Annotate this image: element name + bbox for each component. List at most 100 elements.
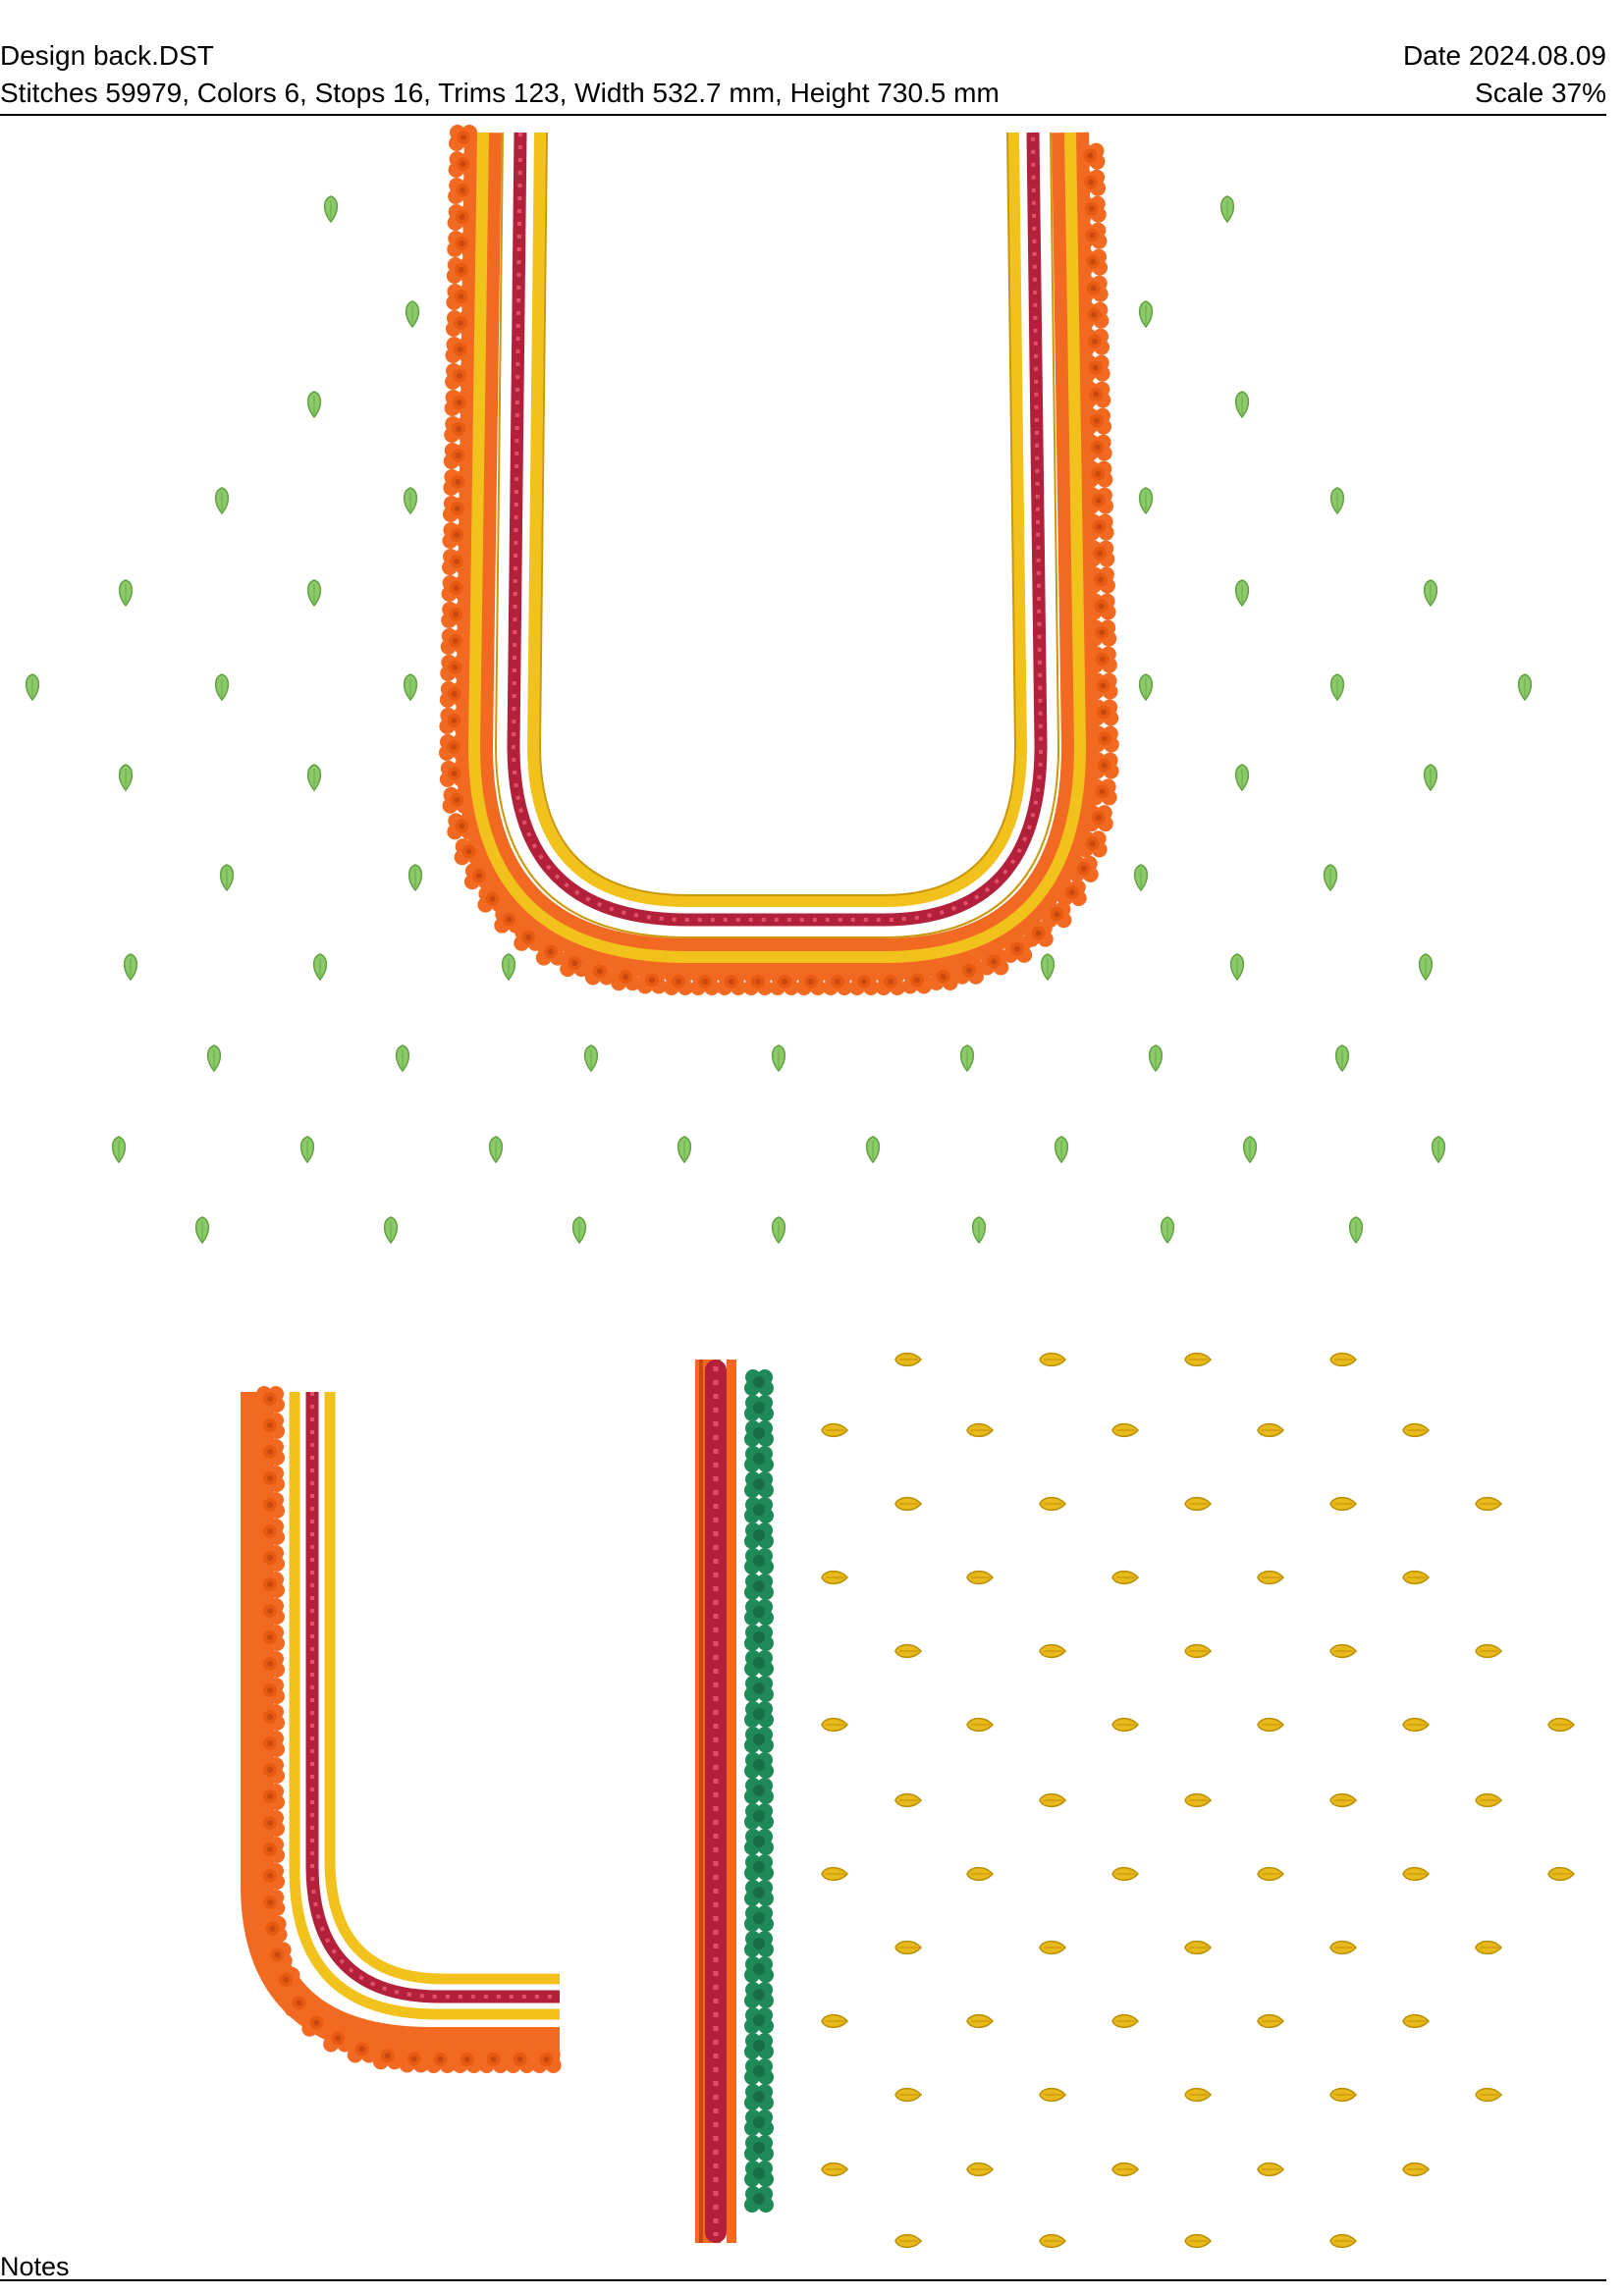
orange-flower-icon <box>441 574 471 602</box>
green-leaf-motif-icon <box>1234 764 1250 791</box>
gold-drop-motif-icon <box>1039 1940 1066 1955</box>
green-flower-icon <box>744 1471 774 1498</box>
front-placket-border <box>695 1360 774 2243</box>
orange-flower-icon <box>689 969 720 995</box>
gold-drop-motif-icon <box>1329 2087 1357 2103</box>
green-flower-icon <box>744 1803 774 1830</box>
orange-flower-icon <box>439 680 469 708</box>
orange-flower-icon <box>1087 778 1117 806</box>
green-leaf-motif-icon <box>219 864 235 891</box>
gold-drop-motif-icon <box>1402 2013 1430 2029</box>
design-scale: Scale 37% <box>1475 78 1606 108</box>
gold-drop-motif-icon <box>1329 2233 1357 2249</box>
green-leaf-motif-icon <box>306 579 322 607</box>
green-leaf-motif-icon <box>306 764 322 791</box>
orange-flower-icon <box>372 2043 403 2070</box>
gold-drop-motif-icon <box>821 1570 848 1585</box>
design-stats: Stitches 59979, Colors 6, Stops 16, Trim… <box>0 78 1000 108</box>
orange-flower-icon <box>478 2047 509 2073</box>
orange-flower-icon <box>1081 407 1111 435</box>
orange-flower-icon <box>1089 699 1119 726</box>
orange-flower-icon <box>442 495 472 522</box>
orange-flower-icon <box>463 863 494 890</box>
orange-flower-icon <box>1085 540 1115 567</box>
gold-drop-motif-icon <box>1111 2162 1139 2177</box>
gold-drop-motif-icon <box>1257 1866 1284 1882</box>
green-flower-icon <box>744 1752 774 1779</box>
green-leaf-motif-icon <box>865 1136 881 1163</box>
gold-drop-motif-icon <box>1111 1717 1139 1733</box>
orange-flower-icon <box>531 2047 562 2073</box>
green-flower-icon <box>744 2007 774 2034</box>
green-leaf-motif-icon <box>1242 1136 1258 1163</box>
orange-flower-icon <box>425 2047 456 2073</box>
green-flower-icon <box>744 1676 774 1702</box>
gold-drop-motif-icon <box>1184 1643 1212 1659</box>
orange-flower-icon <box>1085 566 1115 594</box>
orange-flower-icon <box>822 969 852 995</box>
gold-drop-motif-icon <box>821 1866 848 1882</box>
green-flower-icon <box>744 2161 774 2187</box>
gold-drop-motif-icon <box>1475 1940 1502 1955</box>
gold-drop-motif-icon <box>1111 1866 1139 1882</box>
green-leaf-motif-icon <box>194 1216 210 1244</box>
gold-drop-motif-icon <box>894 2233 922 2249</box>
green-flower-icon <box>744 1854 774 1881</box>
gold-drop-motif-icon <box>966 2013 994 2029</box>
green-flower-icon <box>744 2135 774 2162</box>
orange-flower-icon <box>1078 275 1109 302</box>
orange-flower-icon <box>442 521 472 549</box>
orange-flower-icon <box>443 468 473 496</box>
green-flower-icon <box>744 2109 774 2136</box>
orange-flower-icon <box>1083 460 1113 488</box>
green-leaf-motif-icon <box>1423 764 1438 791</box>
green-flower-icon <box>744 1956 774 1983</box>
green-flower-icon <box>744 2058 774 2085</box>
gold-drop-motif-icon <box>894 1940 922 1955</box>
gold-drop-motif-icon <box>1329 1496 1357 1512</box>
green-leaf-motif-icon <box>405 300 420 328</box>
orange-flower-icon <box>584 958 615 986</box>
orange-flower-icon <box>399 2046 429 2073</box>
orange-flower-icon <box>742 969 773 995</box>
gold-drop-motif-icon <box>894 1496 922 1512</box>
green-leaf-motif-icon <box>403 487 418 514</box>
orange-flower-icon <box>1068 855 1099 882</box>
orange-flower-icon <box>1088 672 1118 700</box>
gold-drop-motif-icon <box>1184 1940 1212 1955</box>
orange-flower-icon <box>440 654 470 681</box>
neckline-u-border <box>439 125 1119 995</box>
gold-drop-motif-icon <box>1402 1866 1430 1882</box>
orange-flower-icon <box>1087 619 1117 647</box>
orange-flower-icon <box>444 389 474 416</box>
gold-drop-motif-icon <box>1329 1352 1357 1367</box>
green-leaf-motif-icon <box>1138 673 1154 701</box>
green-leaf-motif-icon <box>583 1044 599 1072</box>
orange-flower-icon <box>1086 593 1116 620</box>
gold-drop-motif-icon <box>1039 2233 1066 2249</box>
gold-drop-motif-icon <box>1257 1570 1284 1585</box>
green-leaf-motif-icon <box>1040 953 1056 981</box>
green-leaf-motif-field <box>25 195 1533 1244</box>
green-leaf-motif-icon <box>1418 953 1434 981</box>
orange-flower-icon <box>663 968 693 995</box>
green-leaf-motif-icon <box>571 1216 587 1244</box>
gold-drop-motif-icon <box>1184 1496 1212 1512</box>
orange-flower-icon <box>560 950 590 978</box>
gold-drop-motif-icon <box>894 1643 922 1659</box>
gold-drop-motif-icon <box>1329 1940 1357 1955</box>
green-leaf-motif-icon <box>1423 579 1438 607</box>
orange-flower-icon <box>447 813 477 840</box>
green-leaf-motif-icon <box>488 1136 504 1163</box>
green-leaf-motif-icon <box>299 1136 315 1163</box>
gold-drop-motif-icon <box>1402 1422 1430 1438</box>
green-leaf-motif-icon <box>1334 1044 1350 1072</box>
gold-drop-motif-icon <box>966 1422 994 1438</box>
orange-flower-icon <box>953 957 984 985</box>
gold-drop-motif-icon <box>821 2162 848 2177</box>
green-flower-icon <box>744 1395 774 1421</box>
gold-drop-motif-icon <box>1257 1422 1284 1438</box>
gold-drop-motif-icon <box>966 1570 994 1585</box>
gold-drop-motif-icon <box>966 2162 994 2177</box>
orange-flower-icon <box>1089 752 1119 779</box>
